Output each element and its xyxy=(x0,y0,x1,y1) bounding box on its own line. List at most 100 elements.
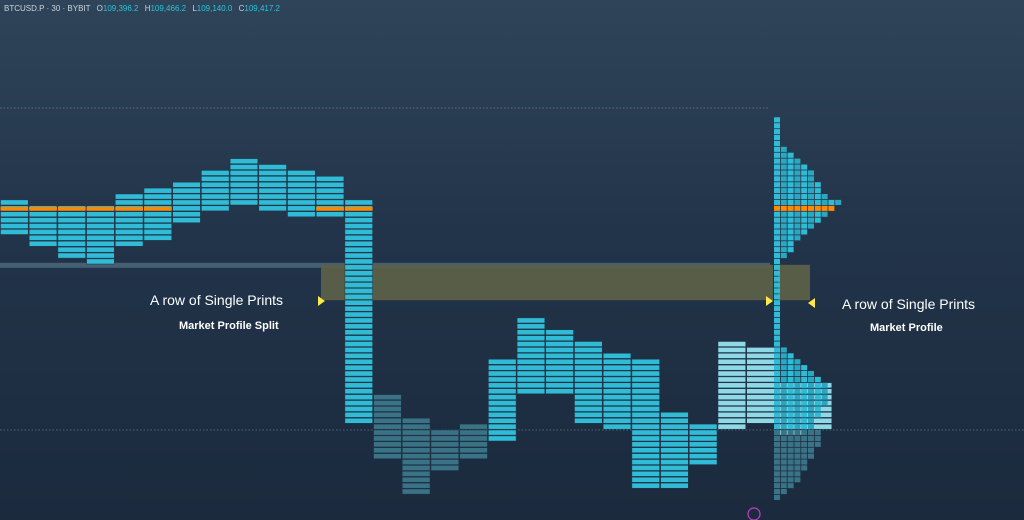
tpo-block-p1-r33 xyxy=(0,229,29,235)
tpo-block-p23-r5 xyxy=(631,394,660,400)
tpo-block-p16-r-6 xyxy=(430,459,459,465)
composite-tpo-r36-c2 xyxy=(787,211,794,217)
composite-tpo-r10-c4 xyxy=(801,365,808,371)
tpo-block-p23-r-8 xyxy=(631,471,660,477)
tpo-block-p15-r-1 xyxy=(402,429,431,436)
composite-tpo-r39-c7 xyxy=(821,194,828,200)
tpo-block-p23-r-7 xyxy=(631,465,660,471)
composite-tpo-r13-c0 xyxy=(774,347,780,353)
composite-tpo-r5-c2 xyxy=(787,394,794,400)
tpo-block-p6-r32 xyxy=(143,235,172,241)
tpo-block-p24-r-5 xyxy=(660,453,689,459)
composite-tpo-r5-c1 xyxy=(780,394,787,400)
composite-tpo-r40-c0 xyxy=(774,188,780,194)
tpo-block-p21-r2 xyxy=(574,412,603,418)
tpo-block-p24-r-2 xyxy=(660,435,689,442)
composite-tpo-r2-c0 xyxy=(774,412,780,418)
composite-tpo-r40-c5 xyxy=(808,188,814,194)
tpo-block-p4-r35 xyxy=(86,217,115,223)
split-poc-block-p4 xyxy=(86,206,115,211)
tpo-block-p13-r21 xyxy=(344,299,373,306)
tpo-block-p16-r-5 xyxy=(430,453,459,459)
tpo-block-p21-r13 xyxy=(574,347,603,353)
composite-tpo-r39-c3 xyxy=(794,194,801,200)
tpo-block-p18-r5 xyxy=(488,394,517,400)
tpo-block-p13-r13 xyxy=(344,347,373,353)
composite-tpo-r22-c0 xyxy=(774,294,780,300)
tpo-block-p18-r2 xyxy=(488,412,517,418)
tpo-block-p13-r7 xyxy=(344,382,373,389)
composite-tpo-r39-c2 xyxy=(787,194,794,200)
composite-tpo-r6-c1 xyxy=(780,388,787,394)
tpo-block-p12-r39 xyxy=(315,193,345,200)
composite-tpo-r-6-c1 xyxy=(780,459,787,465)
tpo-block-p27-r11 xyxy=(746,358,775,365)
tpo-block-p13-r30 xyxy=(344,246,373,253)
composite-tpo-r45-c1 xyxy=(780,158,787,164)
composite-tpo-r24-c0 xyxy=(774,282,780,288)
tpo-block-p13-r1 xyxy=(344,417,373,424)
tpo-block-p23-r-10 xyxy=(631,482,660,489)
composite-tpo-r45-c3 xyxy=(794,158,801,164)
composite-tpo-r38-c1 xyxy=(780,199,787,205)
composite-tpo-r32-c2 xyxy=(787,235,794,241)
composite-tpo-r23-c0 xyxy=(774,288,780,294)
tpo-block-p11-r39 xyxy=(287,193,316,200)
tpo-block-p13-r4 xyxy=(344,400,373,406)
tpo-block-p13-r32 xyxy=(344,235,373,241)
tpo-block-p13-r36 xyxy=(344,211,373,218)
tpo-block-p5-r33 xyxy=(115,229,144,235)
composite-tpo-r17-c0 xyxy=(774,323,780,329)
composite-tpo-r9-c2 xyxy=(787,371,794,377)
tpo-block-p27-r7 xyxy=(746,382,775,389)
composite-tpo-r9-c0 xyxy=(774,371,780,377)
composite-tpo-r-8-c0 xyxy=(774,471,780,477)
composite-tpo-r39-c1 xyxy=(780,194,787,200)
composite-tpo-r44-c0 xyxy=(774,164,780,170)
composite-tpo-r10-c0 xyxy=(774,365,780,371)
tpo-single-print-r22 xyxy=(344,294,373,300)
composite-tpo-r-10-c1 xyxy=(780,483,787,489)
tpo-block-p3-r31 xyxy=(57,240,86,247)
composite-tpo-r2-c4 xyxy=(801,412,808,418)
tpo-block-p17-r-1 xyxy=(459,429,488,436)
tpo-block-p13-r18 xyxy=(344,317,373,324)
composite-tpo-r-1-c2 xyxy=(787,430,794,436)
tpo-block-p9-r43 xyxy=(229,170,259,176)
tpo-block-p13-r8 xyxy=(344,376,373,383)
composite-tpo-r3-c1 xyxy=(780,406,787,412)
tpo-block-p12-r38 xyxy=(315,199,345,206)
composite-tpo-r16-c0 xyxy=(774,329,780,335)
composite-tpo-r-6-c0 xyxy=(774,459,780,465)
tpo-block-p11-r37 xyxy=(287,205,316,212)
tpo-block-p25-r-6 xyxy=(689,459,718,465)
composite-tpo-r-4-c1 xyxy=(780,447,787,453)
composite-tpo-r44-c4 xyxy=(801,164,808,170)
tpo-block-p18-r9 xyxy=(488,370,517,377)
tpo-block-p18-r3 xyxy=(488,406,517,412)
tpo-block-p4-r33 xyxy=(86,229,115,235)
composite-tpo-r41-c6 xyxy=(814,182,821,188)
composite-tpo-r3-c4 xyxy=(801,406,808,412)
tpo-block-p15-r-7 xyxy=(402,465,431,471)
tpo-block-p4-r34 xyxy=(86,223,115,229)
composite-tpo-r30-c0 xyxy=(774,247,780,253)
tpo-block-p5-r39 xyxy=(115,193,144,200)
composite-tpo-r2-c5 xyxy=(808,412,814,418)
composite-tpo-r35-c0 xyxy=(774,217,780,223)
tpo-block-p24-r-3 xyxy=(660,441,689,448)
composite-tpo-r-9-c3 xyxy=(794,477,801,483)
composite-tpo-r11-c3 xyxy=(794,359,801,365)
composite-tpo-r45-c0 xyxy=(774,158,780,164)
tpo-block-p10-r42 xyxy=(258,176,287,182)
tpo-block-p19-r13 xyxy=(516,347,546,353)
alert-icon xyxy=(747,507,761,520)
tpo-block-p20-r14 xyxy=(545,341,574,347)
composite-tpo-r1-c1 xyxy=(780,418,787,424)
tpo-block-p7-r36 xyxy=(172,211,201,218)
composite-tpo-r29-c1 xyxy=(780,253,787,259)
composite-tpo-r1-c5 xyxy=(808,418,814,424)
tpo-block-p25-r-5 xyxy=(689,453,718,459)
tpo-block-p23-r9 xyxy=(631,370,660,377)
